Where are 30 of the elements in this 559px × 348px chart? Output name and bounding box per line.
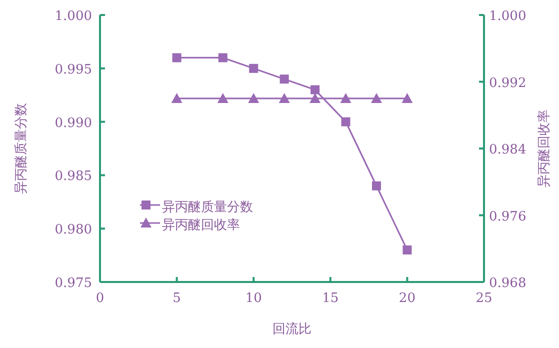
point: [402, 245, 412, 254]
x-axis-title: 回流比: [272, 321, 312, 337]
x-tick-label: 5: [172, 291, 181, 306]
legend-label: 异丙醚回收率: [162, 217, 240, 233]
x-tick-label: 10: [245, 291, 262, 306]
point: [172, 53, 182, 62]
y-tick-label: 0.995: [54, 62, 92, 78]
y2-tick-label: 0.976: [489, 209, 526, 224]
y2-tick-label: 0.984: [489, 142, 526, 158]
x-tick-label: 20: [398, 291, 416, 306]
point: [310, 85, 320, 94]
x-tick-label: 0: [96, 291, 104, 306]
point: [280, 74, 289, 84]
y2-axis-title: 异丙醚回收率: [536, 110, 552, 188]
point: [372, 181, 381, 190]
x-tick-label: 15: [322, 291, 339, 306]
legend-label: 异丙醚质量分数: [162, 200, 253, 215]
x-tick-label: 25: [476, 291, 492, 306]
y-axis-title: 异丙醚质量分数: [14, 103, 29, 194]
y2-tick-label: 0.968: [489, 276, 526, 291]
y2-tick-label: 0.992: [489, 76, 526, 91]
y-tick-label: 0.975: [54, 276, 92, 291]
y-tick-label: 0.990: [54, 116, 92, 131]
y-tick-label: 0.985: [54, 169, 92, 184]
point: [249, 64, 258, 73]
y-tick-label: 0.980: [54, 222, 92, 238]
point: [341, 117, 350, 126]
y2-tick-label: 1.000: [489, 9, 526, 24]
y-tick-label: 1.000: [54, 9, 92, 24]
point: [218, 53, 228, 62]
